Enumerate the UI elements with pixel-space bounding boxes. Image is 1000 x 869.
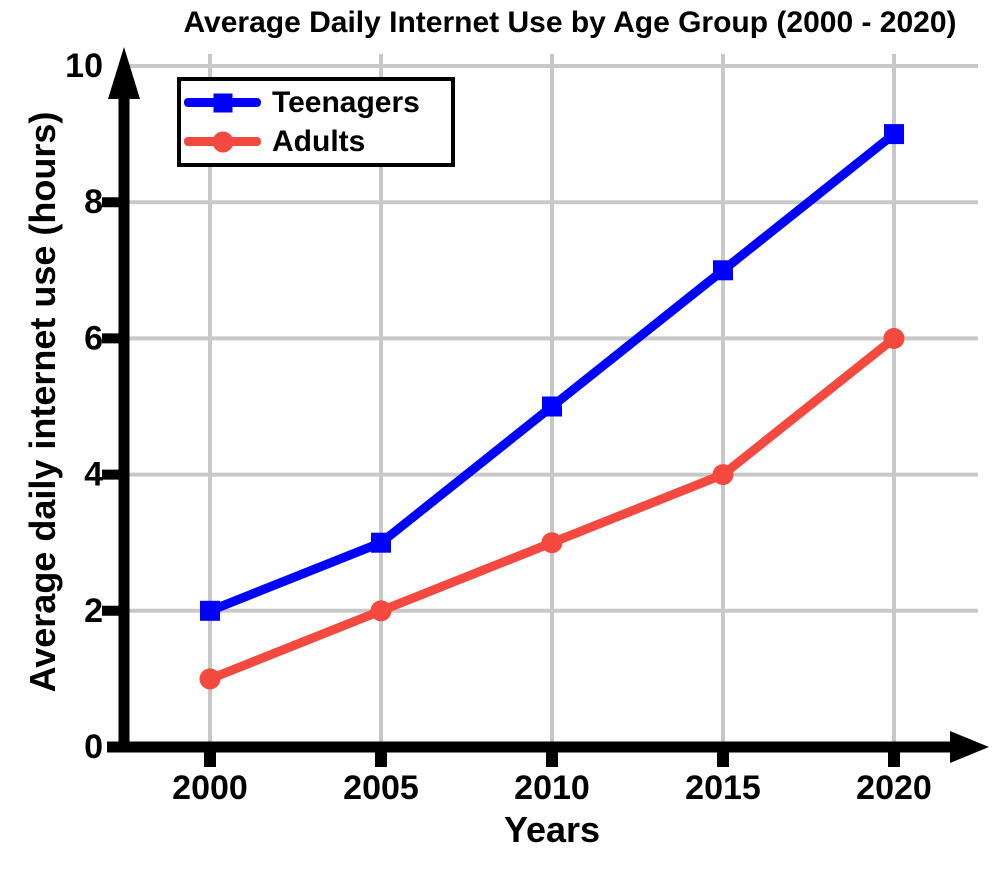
marker-teenagers — [542, 396, 562, 417]
marker-adults — [199, 668, 221, 690]
x-tick-label: 2010 — [514, 769, 590, 807]
y-tick-label: 10 — [65, 47, 103, 85]
y-tick-label: 4 — [84, 456, 103, 494]
marker-adults — [541, 532, 563, 554]
marker-adults — [883, 327, 905, 349]
marker-teenagers — [884, 124, 904, 145]
legend-square-marker-icon — [213, 93, 232, 112]
y-axis-label: Average daily internet use (hours) — [22, 111, 63, 693]
marker-teenagers — [713, 260, 733, 281]
y-tick-label: 0 — [84, 728, 103, 766]
marker-teenagers — [200, 600, 220, 621]
marker-teenagers — [371, 532, 391, 553]
x-tick-label: 2000 — [172, 769, 248, 807]
legend-item-adults: Adults — [184, 122, 445, 161]
x-tick-label: 2020 — [856, 769, 932, 807]
y-tick-label: 8 — [84, 183, 103, 221]
legend-line-sample — [184, 92, 261, 113]
marker-adults — [370, 600, 392, 622]
y-axis-arrowhead-icon — [108, 47, 140, 99]
y-tick-label: 2 — [84, 592, 103, 630]
marker-adults — [712, 464, 734, 486]
x-axis-label: Years — [503, 809, 601, 850]
legend-line-sample — [184, 131, 261, 152]
legend: Teenagers Adults — [177, 77, 455, 167]
x-tick-label: 2005 — [343, 769, 419, 807]
legend-label: Teenagers — [272, 85, 420, 119]
x-tick-label: 2015 — [685, 769, 761, 807]
y-tick-label: 6 — [84, 319, 103, 357]
legend-item-teenagers: Teenagers — [184, 83, 445, 122]
chart-title: Average Daily Internet Use by Age Group … — [183, 6, 957, 39]
legend-circle-marker-icon — [212, 131, 233, 152]
legend-label: Adults — [272, 124, 366, 158]
x-axis-arrowhead-icon — [950, 731, 989, 763]
